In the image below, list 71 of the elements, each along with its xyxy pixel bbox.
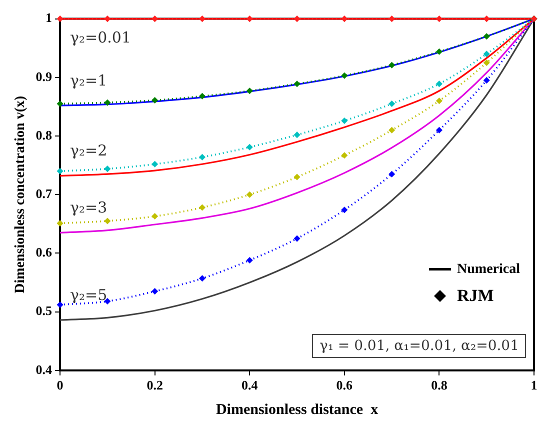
point xyxy=(436,48,442,55)
point xyxy=(484,16,490,22)
point xyxy=(342,152,348,158)
point xyxy=(199,93,206,100)
y-tick-label: 0.4 xyxy=(36,362,53,377)
point xyxy=(104,166,110,172)
point xyxy=(342,206,348,213)
point xyxy=(199,204,206,210)
y-tick-label: 0.7 xyxy=(36,186,53,201)
point xyxy=(57,16,63,22)
x-axis-title: Dimensionless distance x xyxy=(216,402,379,418)
annotation: γ₂=3 xyxy=(70,198,108,217)
point xyxy=(294,174,300,180)
point xyxy=(199,16,206,22)
point xyxy=(294,16,300,22)
point xyxy=(104,16,110,22)
y-tick-label: 0.8 xyxy=(36,127,53,142)
point xyxy=(342,72,348,79)
point xyxy=(484,51,490,57)
point xyxy=(436,16,442,22)
point xyxy=(246,192,253,198)
point xyxy=(57,302,63,308)
y-axis-title: Dimensionless concentration v(x) xyxy=(13,95,28,294)
point xyxy=(199,276,206,282)
point xyxy=(152,97,158,104)
y-tick-label: 0.9 xyxy=(36,68,53,84)
annotation: γ₂=0.01 xyxy=(70,28,132,47)
point xyxy=(57,168,63,174)
point xyxy=(294,132,300,138)
x-tick-label: 0.8 xyxy=(431,378,448,393)
point xyxy=(436,98,442,104)
point xyxy=(388,171,395,177)
annotation: γ₂=5 xyxy=(70,286,108,304)
annotation: γ₂=1 xyxy=(70,71,108,90)
point xyxy=(152,288,158,294)
x-tick-label: 0.6 xyxy=(336,378,354,393)
annotation: γ₁ = 0.01, α₁=0.01, α₂=0.01 xyxy=(312,334,526,358)
point xyxy=(199,154,206,160)
point xyxy=(104,100,110,106)
point xyxy=(246,257,253,264)
point xyxy=(57,100,63,107)
point xyxy=(342,118,348,124)
point xyxy=(342,16,348,22)
point xyxy=(388,127,395,134)
x-tick-label: 0.4 xyxy=(242,378,258,393)
annotation: RJM xyxy=(457,286,495,306)
point xyxy=(246,144,253,150)
point xyxy=(57,220,63,226)
point xyxy=(246,88,253,94)
point xyxy=(104,218,110,224)
point xyxy=(388,62,395,68)
point xyxy=(436,127,442,134)
point xyxy=(294,236,300,242)
point xyxy=(388,100,395,107)
y-tick-label: 0.5 xyxy=(36,303,53,318)
annotation: Numerical xyxy=(457,262,520,278)
point xyxy=(152,161,158,168)
point xyxy=(436,80,442,87)
point xyxy=(294,80,300,87)
y-tick-label: 1 xyxy=(46,10,52,26)
point xyxy=(484,77,490,84)
point xyxy=(152,213,158,220)
y-tick-label: 0.6 xyxy=(36,244,53,260)
x-tick-label: 0 xyxy=(56,378,64,393)
point xyxy=(388,16,395,22)
point xyxy=(152,16,158,22)
point xyxy=(484,33,490,40)
point xyxy=(484,60,490,66)
x-tick-label: 0.2 xyxy=(146,378,163,393)
x-tick-label: 1 xyxy=(530,378,538,393)
annotation: γ₂=2 xyxy=(70,142,108,160)
